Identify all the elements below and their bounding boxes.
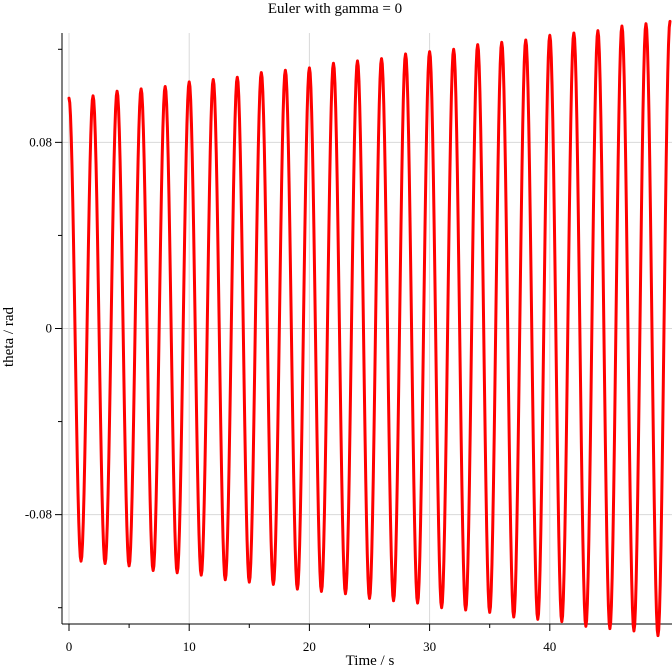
y-axis-label: theta / rad <box>1 307 17 367</box>
x-tick-label: 10 <box>183 639 196 654</box>
x-tick-label: 30 <box>423 639 436 654</box>
series-layer <box>67 19 672 638</box>
chart-title: Euler with gamma = 0 <box>268 1 402 17</box>
x-tick-label: 40 <box>543 639 556 654</box>
y-tick-label: 0 <box>46 321 53 336</box>
y-tick-label: -0.08 <box>25 507 52 522</box>
x-ticks: 0 10 20 30 40 <box>66 624 611 654</box>
x-tick-label: 20 <box>303 639 316 654</box>
y-ticks: -0.08 0 0.08 <box>25 48 62 609</box>
y-tick-label: 0.08 <box>29 134 52 149</box>
x-tick-label: 0 <box>66 639 73 654</box>
x-axis-label: Time / s <box>346 653 395 669</box>
series-line <box>67 19 672 638</box>
